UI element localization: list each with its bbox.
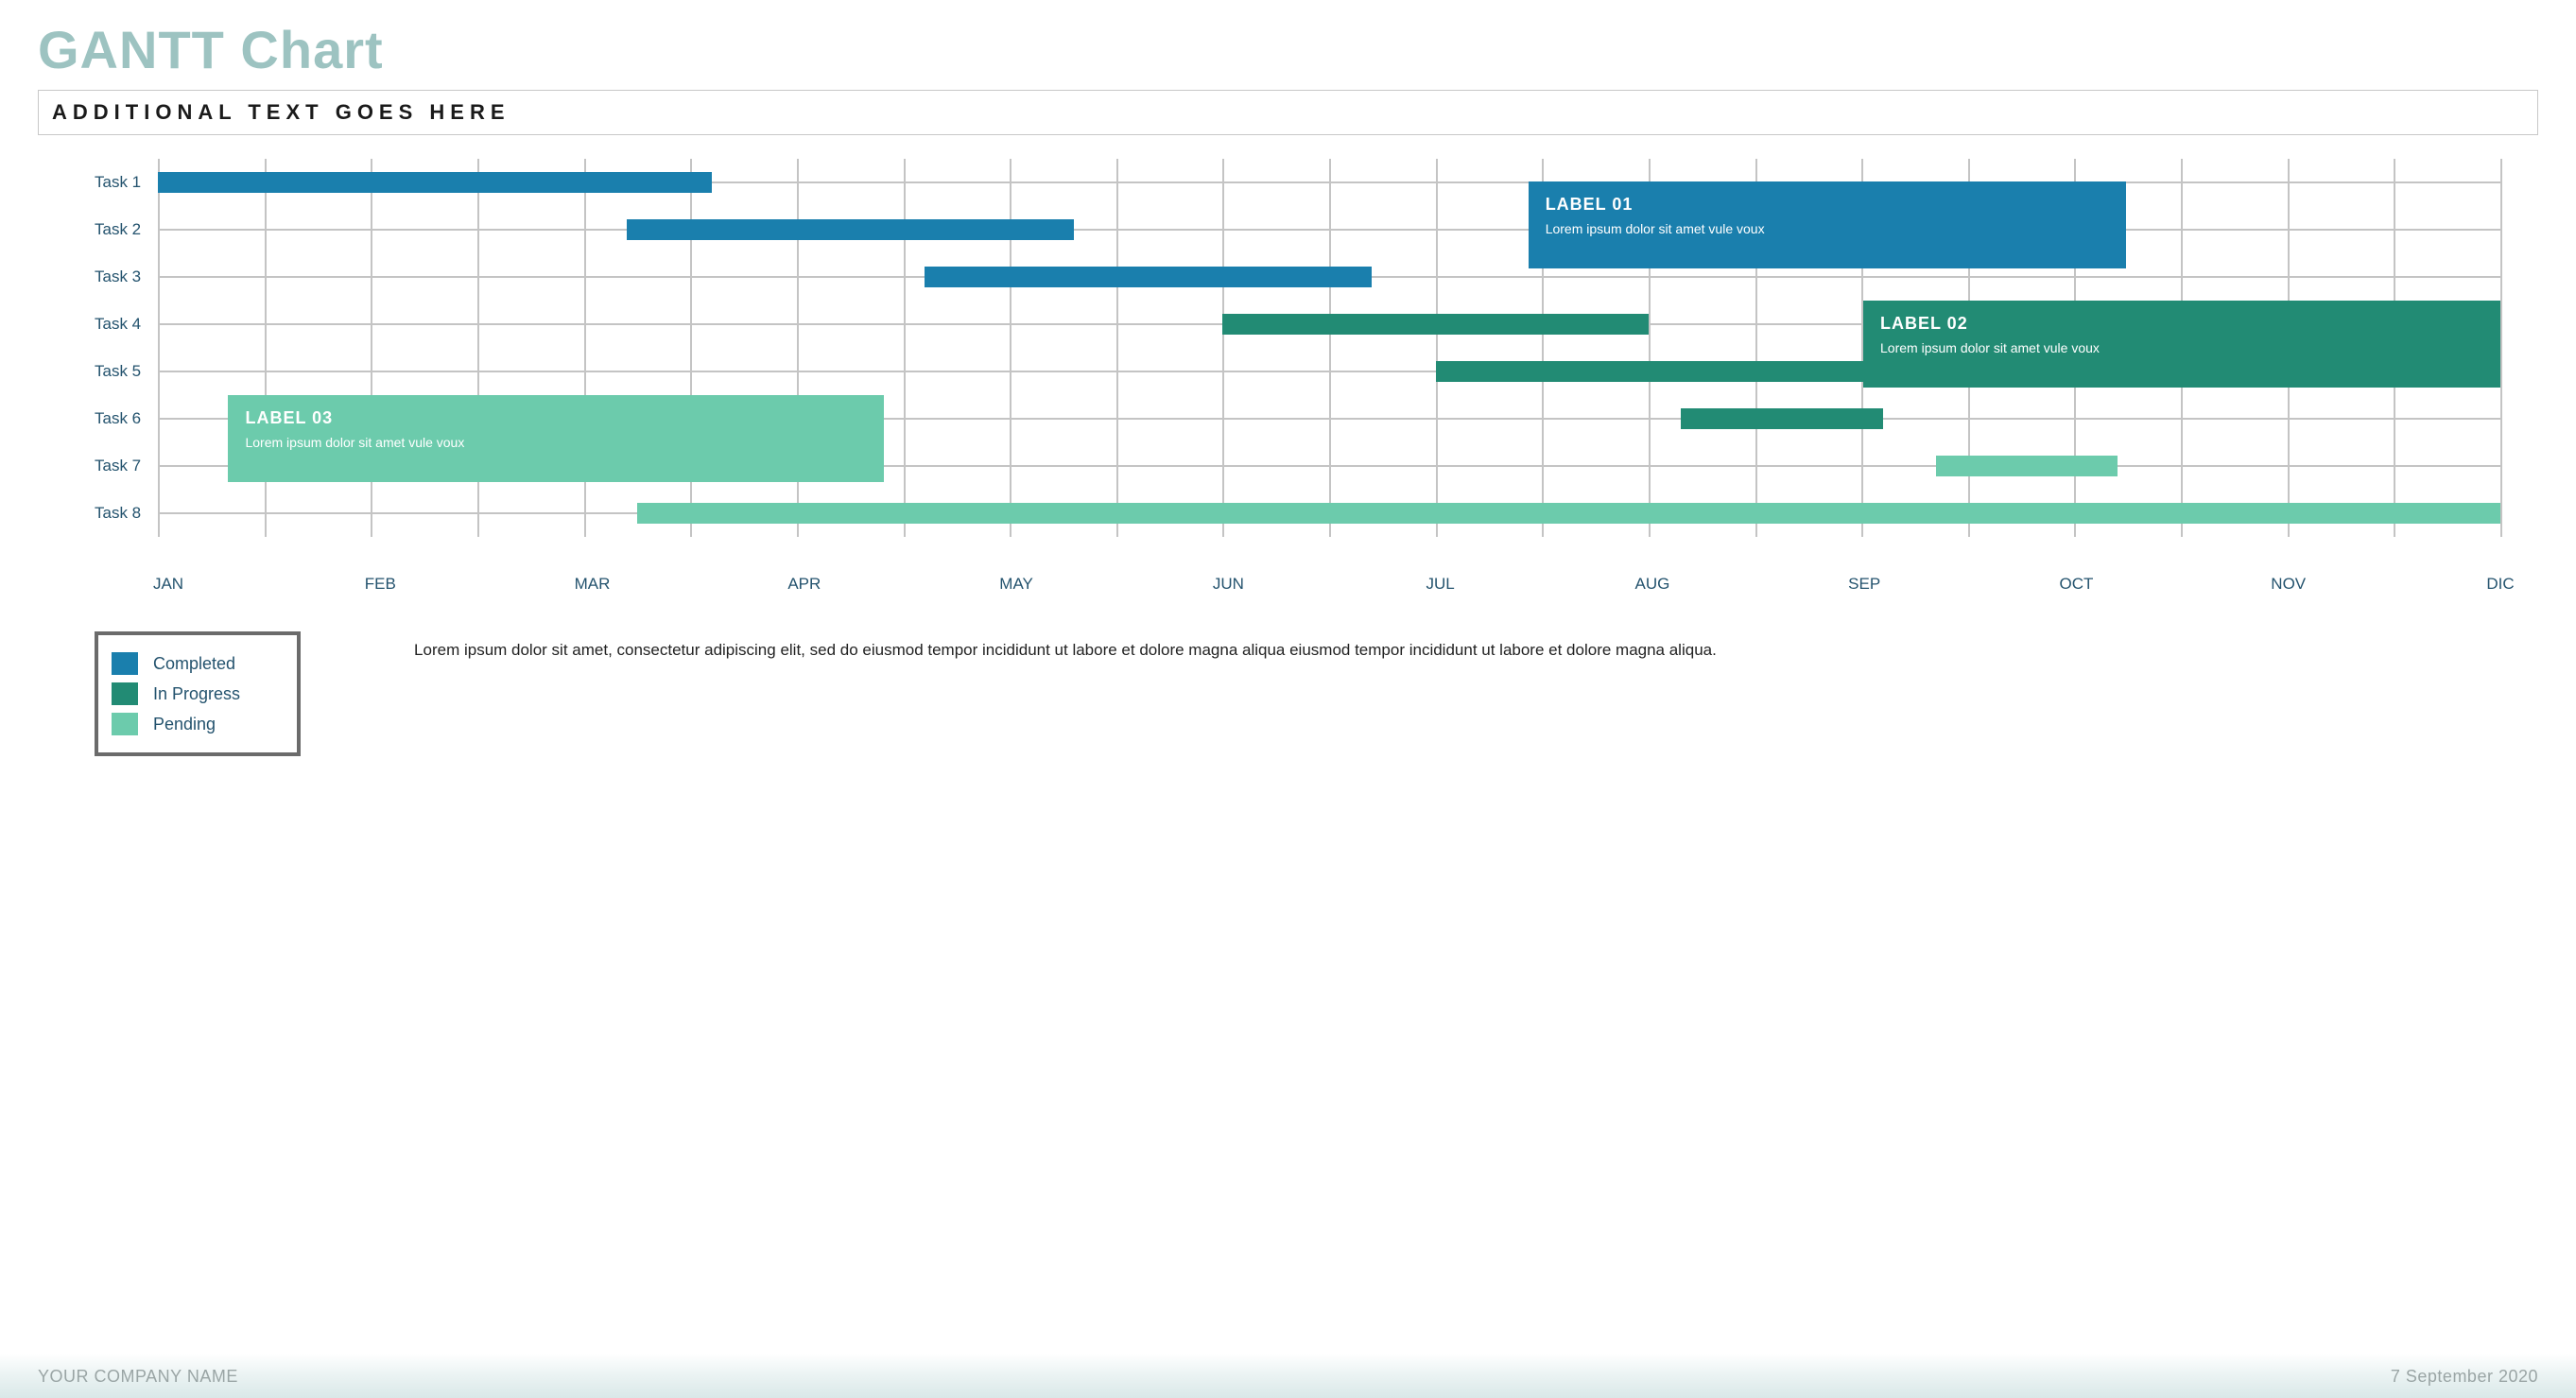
month-label: OCT: [2060, 575, 2094, 594]
task-label: Task 3: [95, 253, 141, 301]
description-text: Lorem ipsum dolor sit amet, consectetur …: [414, 631, 2481, 664]
month-label: APR: [787, 575, 821, 594]
task-label: Task 6: [95, 395, 141, 442]
footer-date: 7 September 2020: [2391, 1367, 2538, 1387]
legend-swatch: [112, 682, 138, 705]
gantt-bar: [1681, 408, 1883, 429]
month-label: MAR: [575, 575, 611, 594]
gantt-bar: [1222, 314, 1649, 335]
month-label: DIC: [2486, 575, 2514, 594]
legend-label: Pending: [153, 715, 216, 734]
gantt-chart: LABEL 01 Lorem ipsum dolor sit amet vule …: [158, 159, 2500, 565]
legend-swatch: [112, 652, 138, 675]
legend-item: Pending: [112, 709, 240, 739]
subtitle-box: ADDITIONAL TEXT GOES HERE: [38, 90, 2538, 135]
gantt-bar: [1436, 361, 1873, 382]
gantt-bar: [925, 267, 1372, 287]
legend-label: Completed: [153, 654, 235, 674]
callout-body: Lorem ipsum dolor sit amet vule voux: [1880, 339, 2483, 357]
month-label: MAY: [999, 575, 1033, 594]
gantt-bar: [158, 172, 712, 193]
task-label: Task 5: [95, 348, 141, 395]
gantt-bar: [637, 503, 2500, 524]
task-label: Task 7: [95, 442, 141, 490]
footer-company: YOUR COMPANY NAME: [38, 1367, 238, 1387]
month-label: JUN: [1213, 575, 1244, 594]
month-label: NOV: [2271, 575, 2306, 594]
gantt-bar: [627, 219, 1074, 240]
legend: Completed In Progress Pending: [95, 631, 301, 756]
footer: YOUR COMPANY NAME 7 September 2020: [0, 1354, 2576, 1398]
callout-box: LABEL 02 Lorem ipsum dolor sit amet vule …: [1863, 301, 2500, 388]
callout-title: LABEL 03: [245, 408, 867, 428]
month-label: AUG: [1634, 575, 1669, 594]
callout-body: Lorem ipsum dolor sit amet vule voux: [1546, 220, 2109, 238]
month-label: SEP: [1848, 575, 1880, 594]
gantt-bar: [1936, 456, 2117, 476]
callout-title: LABEL 02: [1880, 314, 2483, 334]
task-label: Task 4: [95, 301, 141, 348]
task-label: Task 1: [95, 159, 141, 206]
month-label: JAN: [153, 575, 183, 594]
callout-box: LABEL 03 Lorem ipsum dolor sit amet vule …: [228, 395, 884, 482]
task-label: Task 8: [95, 490, 141, 537]
task-labels: Task 1Task 2Task 3Task 4Task 5Task 6Task…: [95, 159, 158, 565]
month-labels: JANFEBMARAPRMAYJUNJULAUGSEPOCTNOVDIC: [168, 565, 2500, 603]
legend-label: In Progress: [153, 684, 240, 704]
callout-box: LABEL 01 Lorem ipsum dolor sit amet vule …: [1529, 181, 2126, 268]
legend-swatch: [112, 713, 138, 735]
page-title: GANTT Chart: [38, 19, 2538, 80]
legend-item: Completed: [112, 648, 240, 679]
callout-body: Lorem ipsum dolor sit amet vule voux: [245, 434, 867, 452]
legend-item: In Progress: [112, 679, 240, 709]
task-label: Task 2: [95, 206, 141, 253]
month-label: JUL: [1426, 575, 1455, 594]
month-label: FEB: [365, 575, 396, 594]
callout-title: LABEL 01: [1546, 195, 2109, 215]
subtitle-text: ADDITIONAL TEXT GOES HERE: [52, 100, 2524, 125]
